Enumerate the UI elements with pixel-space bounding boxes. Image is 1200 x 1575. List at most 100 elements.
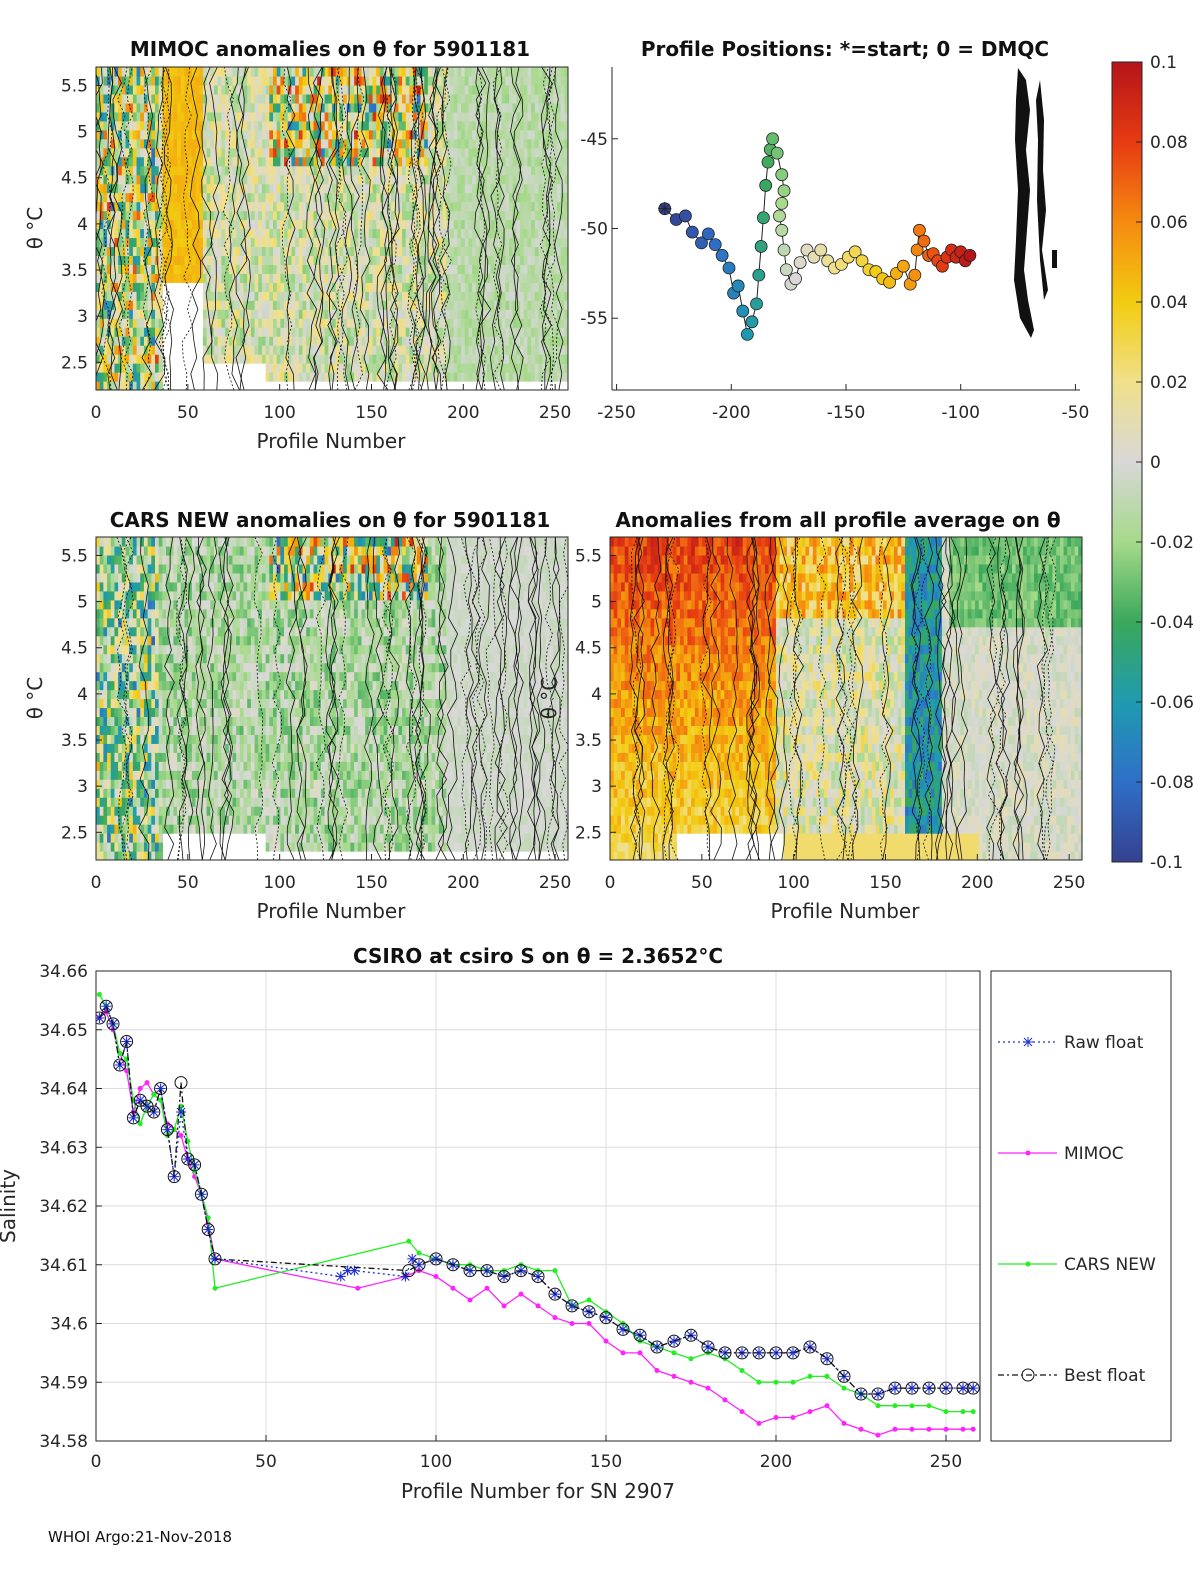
heat-cell	[405, 318, 411, 328]
heat-cell	[450, 138, 455, 149]
heat-cell	[457, 138, 462, 149]
heat-cell	[121, 752, 127, 762]
heat-cell	[346, 300, 352, 310]
heat-cell	[368, 327, 374, 337]
heat-cell	[365, 174, 370, 185]
heat-cell	[335, 327, 340, 337]
heat-cell	[549, 282, 554, 292]
heat-cell	[269, 228, 274, 239]
heat-cell	[180, 210, 186, 221]
heat-cell	[376, 138, 381, 149]
heat-cell	[273, 291, 278, 301]
heat-cell	[520, 84, 525, 95]
heat-cell	[427, 138, 433, 149]
heat-cell	[350, 219, 355, 230]
heat-cell	[475, 93, 481, 104]
heat-cell	[494, 318, 499, 328]
heat-cell	[427, 174, 433, 185]
heat-cell	[103, 327, 108, 337]
heat-cell	[103, 572, 108, 583]
heat-cell	[461, 210, 466, 221]
heat-cell	[284, 165, 289, 176]
heat-cell	[210, 165, 215, 176]
heat-cell	[298, 84, 304, 95]
heat-cell	[129, 345, 134, 355]
heat-cell	[221, 291, 226, 301]
heat-cell	[118, 653, 123, 664]
heat-cell	[446, 156, 451, 167]
heat-cell	[409, 192, 414, 203]
heat-cell	[523, 111, 529, 122]
heat-cell	[169, 255, 175, 265]
heat-cell	[214, 327, 219, 337]
heat-cell	[416, 282, 422, 292]
heat-cell	[247, 192, 252, 203]
heat-cell	[464, 84, 470, 95]
heat-cell	[427, 363, 433, 373]
heat-cell	[151, 165, 156, 176]
heat-cell	[560, 84, 565, 95]
heat-cell	[261, 237, 267, 248]
heat-cell	[405, 246, 411, 257]
heat-cell	[107, 264, 112, 274]
heat-cell	[424, 201, 429, 212]
heat-cell	[486, 174, 492, 185]
heat-cell	[542, 300, 547, 310]
heat-cell	[287, 210, 293, 221]
heat-cell	[254, 282, 259, 292]
heat-cell	[391, 156, 396, 167]
heat-cell	[228, 273, 234, 283]
heat-cell	[346, 318, 352, 328]
heat-cell	[461, 363, 466, 373]
heat-cell	[413, 246, 418, 257]
heat-cell	[180, 93, 186, 104]
heat-cell	[243, 183, 248, 194]
heat-cell	[560, 174, 565, 185]
heat-cell	[295, 363, 300, 373]
heat-cell	[402, 372, 407, 382]
heat-cell	[516, 255, 521, 265]
heat-cell	[309, 327, 315, 337]
heat-cell	[453, 300, 458, 310]
heat-cell	[143, 138, 149, 149]
heat-cell	[553, 102, 558, 113]
heat-cell	[497, 291, 503, 301]
heat-cell	[501, 282, 506, 292]
heat-cell	[357, 336, 363, 346]
heat-cell	[442, 183, 447, 194]
heat-cell	[103, 183, 108, 194]
heat-cell	[391, 210, 396, 221]
heat-cell	[461, 309, 466, 319]
heat-cell	[217, 156, 222, 167]
heat-cell	[442, 255, 447, 265]
heat-cell	[402, 183, 407, 194]
heat-cell	[402, 273, 407, 283]
heat-cell	[202, 147, 208, 158]
heat-cell	[107, 183, 112, 194]
heat-cell	[431, 192, 436, 203]
heat-cell	[132, 581, 138, 592]
heat-cell	[350, 309, 355, 319]
heat-cell	[472, 84, 477, 95]
heat-cell	[129, 237, 134, 248]
heat-cell	[435, 327, 440, 337]
heat-cell	[265, 192, 270, 203]
heat-cell	[531, 228, 536, 239]
heat-cell	[472, 75, 477, 86]
heat-cell	[387, 93, 392, 104]
heat-cell	[287, 111, 293, 122]
heat-cell	[103, 743, 108, 753]
heat-cell	[512, 192, 517, 203]
heat-cell	[531, 138, 536, 149]
heat-cell	[402, 147, 407, 158]
heat-cell	[140, 93, 145, 104]
heat-cell	[409, 67, 414, 77]
heat-cell	[140, 138, 145, 149]
heat-cell	[402, 327, 407, 337]
heat-cell	[320, 327, 326, 337]
heat-cell	[479, 111, 484, 122]
heat-cell	[453, 93, 458, 104]
heat-cell	[354, 264, 359, 274]
profile-position-marker	[896, 259, 910, 273]
heat-cell	[468, 291, 473, 301]
